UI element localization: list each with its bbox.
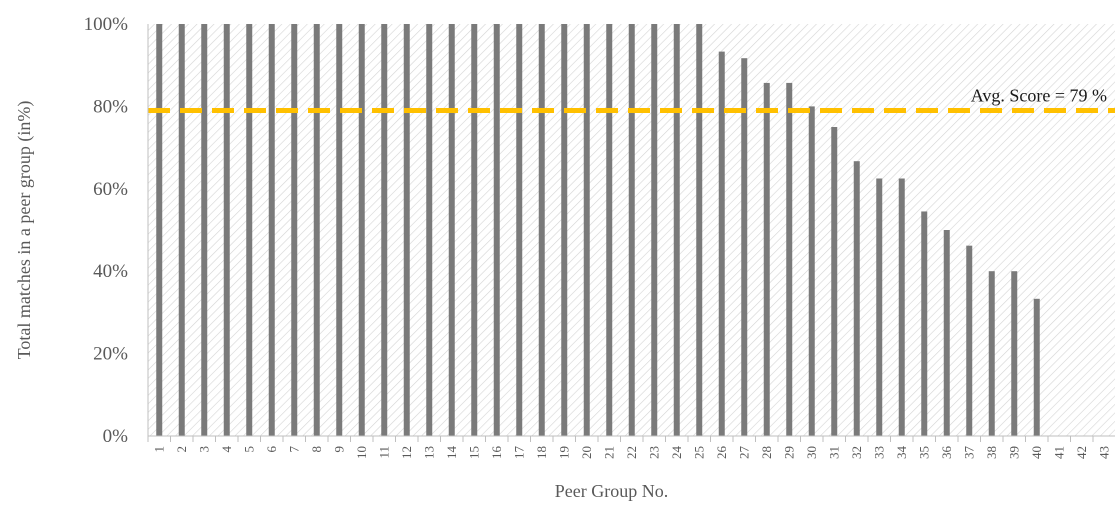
bar-peer-group-9: [336, 24, 343, 436]
x-tick-label: 3: [196, 446, 211, 453]
bar-peer-group-26: [718, 51, 725, 436]
x-tick-label: 37: [961, 446, 976, 460]
bar-peer-group-2: [178, 24, 185, 436]
x-tick-label: 43: [1096, 446, 1111, 459]
x-tick-label: 26: [714, 446, 729, 460]
bar-peer-group-18: [538, 24, 545, 436]
bars-layer: [156, 24, 1040, 437]
x-tick-label: 15: [466, 446, 481, 459]
axis-layer: 0%20%40%60%80%100%1 2 3 4 5 6 7 8 9 10 11 12 13 14 15 1…: [84, 14, 1115, 459]
x-tick-label: 24: [669, 446, 684, 460]
bar-peer-group-21: [606, 24, 613, 436]
bar-peer-group-20: [583, 24, 590, 436]
bar-peer-group-3: [201, 24, 208, 436]
bar-peer-group-28: [763, 82, 770, 437]
bar-peer-group-13: [426, 24, 433, 436]
x-tick-label: 9: [331, 446, 346, 453]
y-tick-label: 100%: [84, 14, 129, 35]
x-tick-label: 35: [916, 446, 931, 459]
x-tick-label: 13: [421, 446, 436, 459]
x-tick-label: 1: [151, 446, 166, 453]
average-score-label: Avg. Score = 79 %: [971, 86, 1107, 106]
bar-peer-group-39: [1011, 271, 1018, 436]
bar-peer-group-27: [741, 58, 748, 436]
x-tick-label: 11: [376, 446, 391, 459]
bar-peer-group-34: [898, 178, 905, 436]
bar-peer-group-36: [943, 230, 950, 436]
bar-peer-group-11: [381, 24, 388, 436]
bar-peer-group-35: [921, 211, 928, 436]
bar-peer-group-4: [223, 24, 230, 436]
bar-peer-group-22: [628, 24, 635, 436]
x-tick-label: 32: [849, 446, 864, 459]
bar-peer-group-10: [358, 24, 365, 436]
x-tick-label: 30: [804, 446, 819, 459]
bar-peer-group-32: [853, 161, 860, 436]
bar-peer-group-5: [246, 24, 253, 436]
x-tick-label: 5: [241, 446, 256, 453]
bar-peer-group-19: [561, 24, 568, 436]
x-tick-label: 4: [219, 446, 234, 453]
x-tick-label: 7: [286, 446, 301, 453]
x-tick-label: 33: [871, 446, 886, 459]
x-tick-label: 18: [534, 446, 549, 459]
x-tick-label: 27: [736, 446, 751, 460]
bar-peer-group-6: [268, 24, 275, 436]
x-tick-label: 14: [444, 446, 459, 460]
bar-peer-group-38: [988, 271, 995, 436]
x-tick-label: 22: [624, 446, 639, 459]
bar-peer-group-31: [831, 127, 838, 436]
x-tick-label: 20: [579, 446, 594, 459]
y-axis-title: Total matches in a peer group (in%): [14, 101, 35, 360]
x-tick-label: 39: [1006, 446, 1021, 459]
y-tick-label: 20%: [93, 344, 128, 365]
bar-peer-group-30: [808, 106, 815, 437]
y-tick-label: 80%: [93, 96, 128, 117]
y-tick-label: 40%: [93, 261, 128, 282]
x-tick-label: 8: [309, 446, 324, 453]
x-tick-label: 38: [984, 446, 999, 459]
x-tick-label: 23: [646, 446, 661, 459]
bar-peer-group-8: [313, 24, 320, 436]
x-axis-title: Peer Group No.: [555, 481, 668, 501]
x-tick-label: 2: [174, 446, 189, 453]
bar-peer-group-40: [1033, 298, 1040, 436]
bar-peer-group-25: [696, 24, 703, 436]
x-tick-label: 34: [894, 446, 909, 460]
x-tick-label: 16: [489, 446, 504, 460]
bar-peer-group-16: [493, 24, 500, 436]
bar-peer-group-29: [786, 82, 793, 437]
y-tick-label: 0%: [103, 426, 129, 447]
x-tick-label: 28: [759, 446, 774, 459]
x-tick-label: 29: [781, 446, 796, 459]
bar-peer-group-37: [966, 245, 973, 436]
bar-peer-group-33: [876, 178, 883, 436]
bar-peer-group-17: [516, 24, 523, 436]
bar-peer-group-1: [156, 24, 163, 436]
bar-peer-group-15: [471, 24, 478, 436]
x-tick-label: 42: [1074, 446, 1089, 459]
x-tick-label: 12: [399, 446, 414, 459]
bar-peer-group-12: [403, 24, 410, 436]
x-tick-label: 6: [264, 446, 279, 453]
bar-peer-group-14: [448, 24, 455, 436]
x-tick-label: 10: [354, 446, 369, 459]
x-tick-label: 21: [601, 446, 616, 459]
x-tick-label: 41: [1051, 446, 1066, 459]
x-tick-label: 36: [939, 446, 954, 460]
bar-peer-group-24: [673, 24, 680, 436]
x-tick-label: 40: [1029, 446, 1044, 459]
x-tick-label: 25: [691, 446, 706, 459]
x-tick-label: 17: [511, 446, 526, 460]
bar-peer-group-7: [291, 24, 298, 436]
x-tick-label: 31: [826, 446, 841, 459]
x-tick-label: 19: [556, 446, 571, 459]
y-tick-label: 60%: [93, 179, 128, 200]
bar-peer-group-23: [651, 24, 658, 436]
